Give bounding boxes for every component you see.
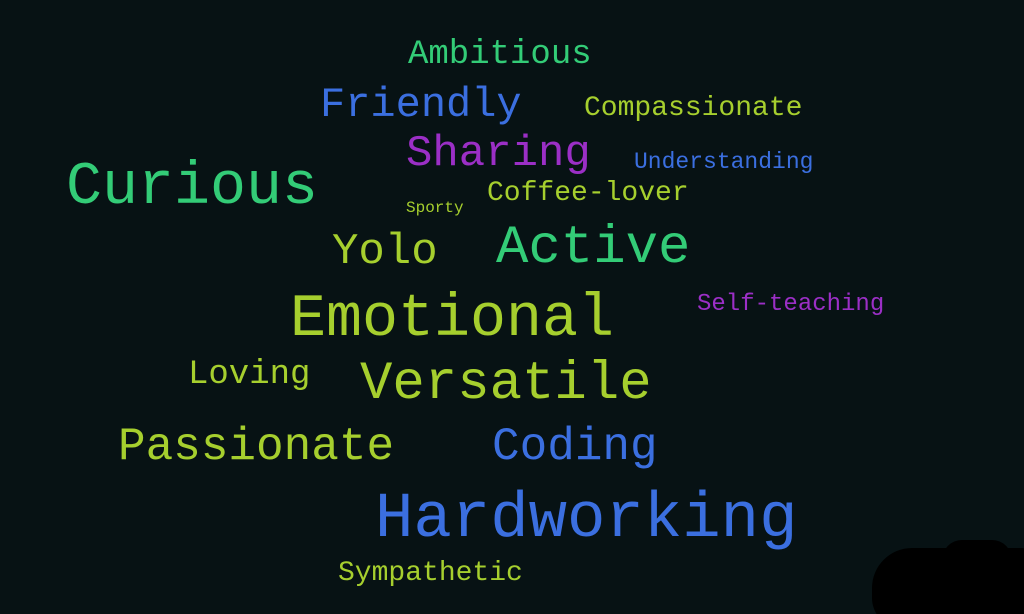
word-emotional: Emotional — [290, 286, 615, 354]
word-coffee-lover: Coffee-lover — [487, 178, 689, 209]
word-understanding: Understanding — [634, 149, 814, 175]
word-yolo: Yolo — [332, 227, 438, 277]
word-loving: Loving — [188, 356, 311, 394]
word-active: Active — [496, 218, 691, 279]
dark-smudge-shape — [872, 540, 1024, 614]
word-sporty: Sporty — [406, 199, 464, 217]
word-curious: Curious — [66, 154, 319, 222]
word-sharing: Sharing — [406, 129, 591, 179]
word-versatile: Versatile — [360, 354, 652, 415]
word-sympathetic: Sympathetic — [338, 558, 523, 589]
word-compassionate: Compassionate — [584, 93, 803, 124]
word-hardworking: Hardworking — [375, 484, 798, 556]
word-coding: Coding — [492, 421, 658, 473]
word-friendly: Friendly — [320, 81, 522, 129]
word-ambitious: Ambitious — [408, 36, 592, 74]
word-self-teaching: Self-teaching — [697, 291, 885, 318]
word-passionate: Passionate — [118, 421, 395, 473]
